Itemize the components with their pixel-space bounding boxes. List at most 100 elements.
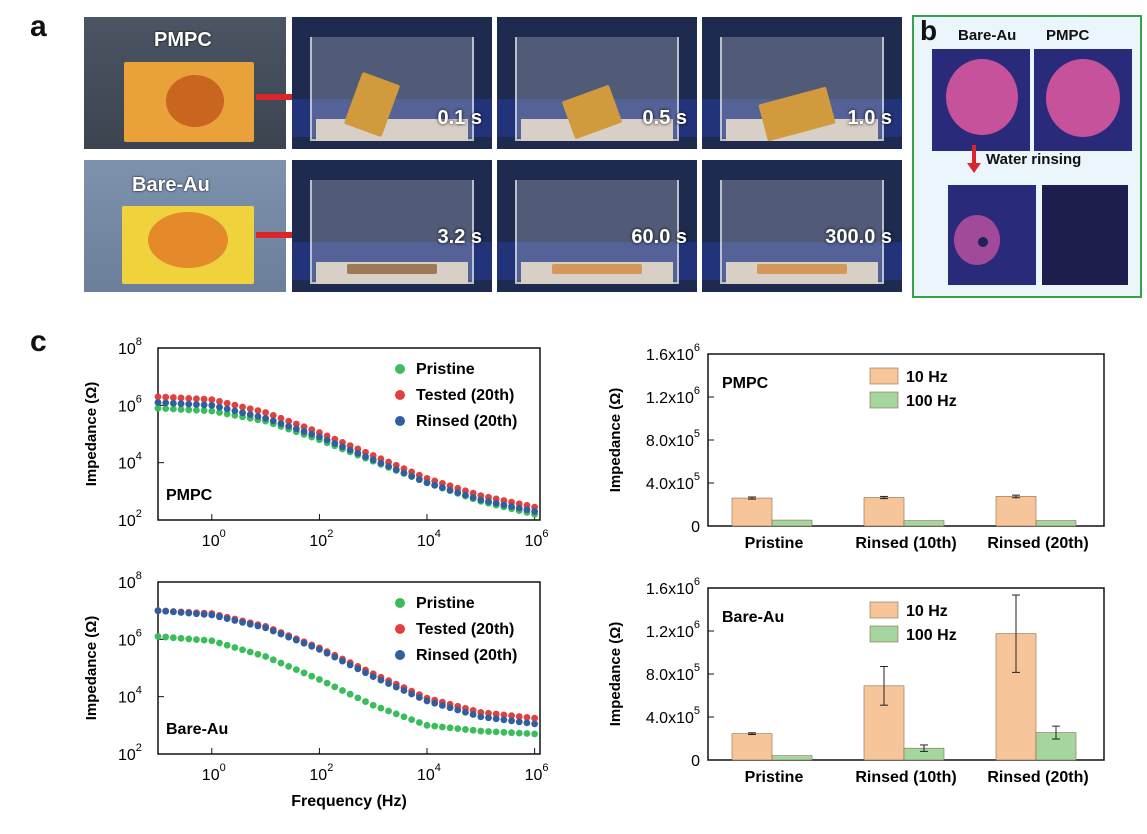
data-point xyxy=(216,398,223,405)
data-point xyxy=(208,401,216,409)
data-point xyxy=(316,645,323,653)
data-point xyxy=(508,729,515,737)
data-point xyxy=(277,659,285,667)
sample-label: Bare-Au xyxy=(722,609,784,626)
x-tick-label: 102 xyxy=(309,528,333,550)
data-point xyxy=(269,627,277,635)
y-tick-label: 108 xyxy=(118,336,142,358)
data-point xyxy=(400,687,408,694)
data-point xyxy=(169,394,177,401)
legend-swatch xyxy=(869,601,899,619)
data-point xyxy=(477,727,485,735)
plot-frame xyxy=(157,581,541,755)
data-point xyxy=(531,720,539,728)
data-point xyxy=(292,425,300,433)
data-point xyxy=(408,690,416,698)
data-point xyxy=(377,676,385,684)
data-point xyxy=(408,716,416,723)
y-axis-label: Impedance (Ω) xyxy=(607,388,624,493)
time-label: 0.1 s xyxy=(437,107,482,129)
x-tick-label: 106 xyxy=(525,762,549,784)
data-point xyxy=(177,406,185,413)
legend-marker xyxy=(395,364,405,374)
data-point xyxy=(492,715,500,723)
bar xyxy=(995,496,1037,527)
legend-label: Tested (20th) xyxy=(416,387,514,404)
pmpc-cuvette-1: 0.1 s xyxy=(292,17,492,149)
sample-label: Bare-Au xyxy=(166,721,228,738)
data-point xyxy=(193,610,200,618)
data-point xyxy=(485,714,492,722)
data-point xyxy=(515,713,523,720)
bar xyxy=(731,733,773,761)
x-tick-label: 106 xyxy=(525,528,549,550)
data-point xyxy=(193,636,200,643)
bare-au-water-droplet xyxy=(148,212,228,268)
data-point xyxy=(246,405,254,413)
panel-label-b: b xyxy=(920,15,938,46)
data-point xyxy=(216,639,223,647)
data-point xyxy=(246,620,254,628)
y-tick-label: 102 xyxy=(118,508,142,530)
data-point xyxy=(216,613,223,621)
data-point xyxy=(177,634,185,642)
data-point xyxy=(285,633,293,641)
data-point xyxy=(438,484,446,492)
data-point xyxy=(508,717,515,725)
data-point xyxy=(500,501,508,509)
data-point xyxy=(216,409,223,416)
data-point xyxy=(300,639,308,647)
data-point xyxy=(208,407,216,415)
data-point xyxy=(454,489,462,496)
down-arrow-icon xyxy=(972,145,976,165)
data-point xyxy=(392,466,400,474)
data-point xyxy=(231,401,239,409)
y-axis-label: Impedance (Ω) xyxy=(83,382,100,487)
data-point xyxy=(185,394,193,402)
legend-swatch xyxy=(869,391,899,409)
data-point xyxy=(462,708,469,716)
data-point xyxy=(185,406,193,414)
data-point xyxy=(369,701,377,709)
data-point xyxy=(269,417,277,425)
data-point xyxy=(423,479,431,487)
data-point xyxy=(231,617,239,624)
data-point xyxy=(469,711,477,718)
data-point xyxy=(185,635,193,643)
legend-label: 10 Hz xyxy=(906,603,948,620)
legend-swatch xyxy=(869,367,899,385)
data-point xyxy=(446,486,454,494)
legend-label: Rinsed (20th) xyxy=(416,647,517,664)
bare-au-photo-label: Bare-Au xyxy=(132,174,210,196)
legend-label: Rinsed (20th) xyxy=(416,413,517,430)
data-point xyxy=(154,399,162,406)
y-tick-label: 8.0x105 xyxy=(646,662,700,684)
data-point xyxy=(500,728,508,736)
y-tick-label: 0 xyxy=(691,519,700,536)
x-category-label: Rinsed (20th) xyxy=(987,769,1088,786)
x-category-label: Rinsed (10th) xyxy=(855,769,956,786)
data-point xyxy=(523,730,531,737)
data-point xyxy=(392,710,400,718)
panel-b-fluorescence: b Bare-Au PMPC Water rinsing xyxy=(912,15,1142,298)
data-point xyxy=(254,412,262,420)
bar xyxy=(1035,520,1077,527)
data-point xyxy=(415,476,423,483)
data-point xyxy=(346,690,354,698)
pmpc-sample-photo: PMPC xyxy=(84,17,286,149)
data-point xyxy=(492,499,500,507)
y-tick-label: 0 xyxy=(691,753,700,770)
data-point xyxy=(262,624,270,632)
y-tick-label: 1.6x106 xyxy=(646,576,700,598)
data-point xyxy=(377,704,385,712)
data-point xyxy=(385,680,392,687)
data-point xyxy=(246,411,254,418)
data-point xyxy=(431,699,439,707)
bare-au-label: Bare-Au xyxy=(958,27,1017,44)
data-point xyxy=(223,405,231,413)
data-point xyxy=(385,707,392,715)
legend-marker xyxy=(395,624,405,634)
time-label: 60.0 s xyxy=(631,226,687,248)
bare-au-sample-photo: Bare-Au xyxy=(84,160,286,292)
data-point xyxy=(262,409,270,416)
